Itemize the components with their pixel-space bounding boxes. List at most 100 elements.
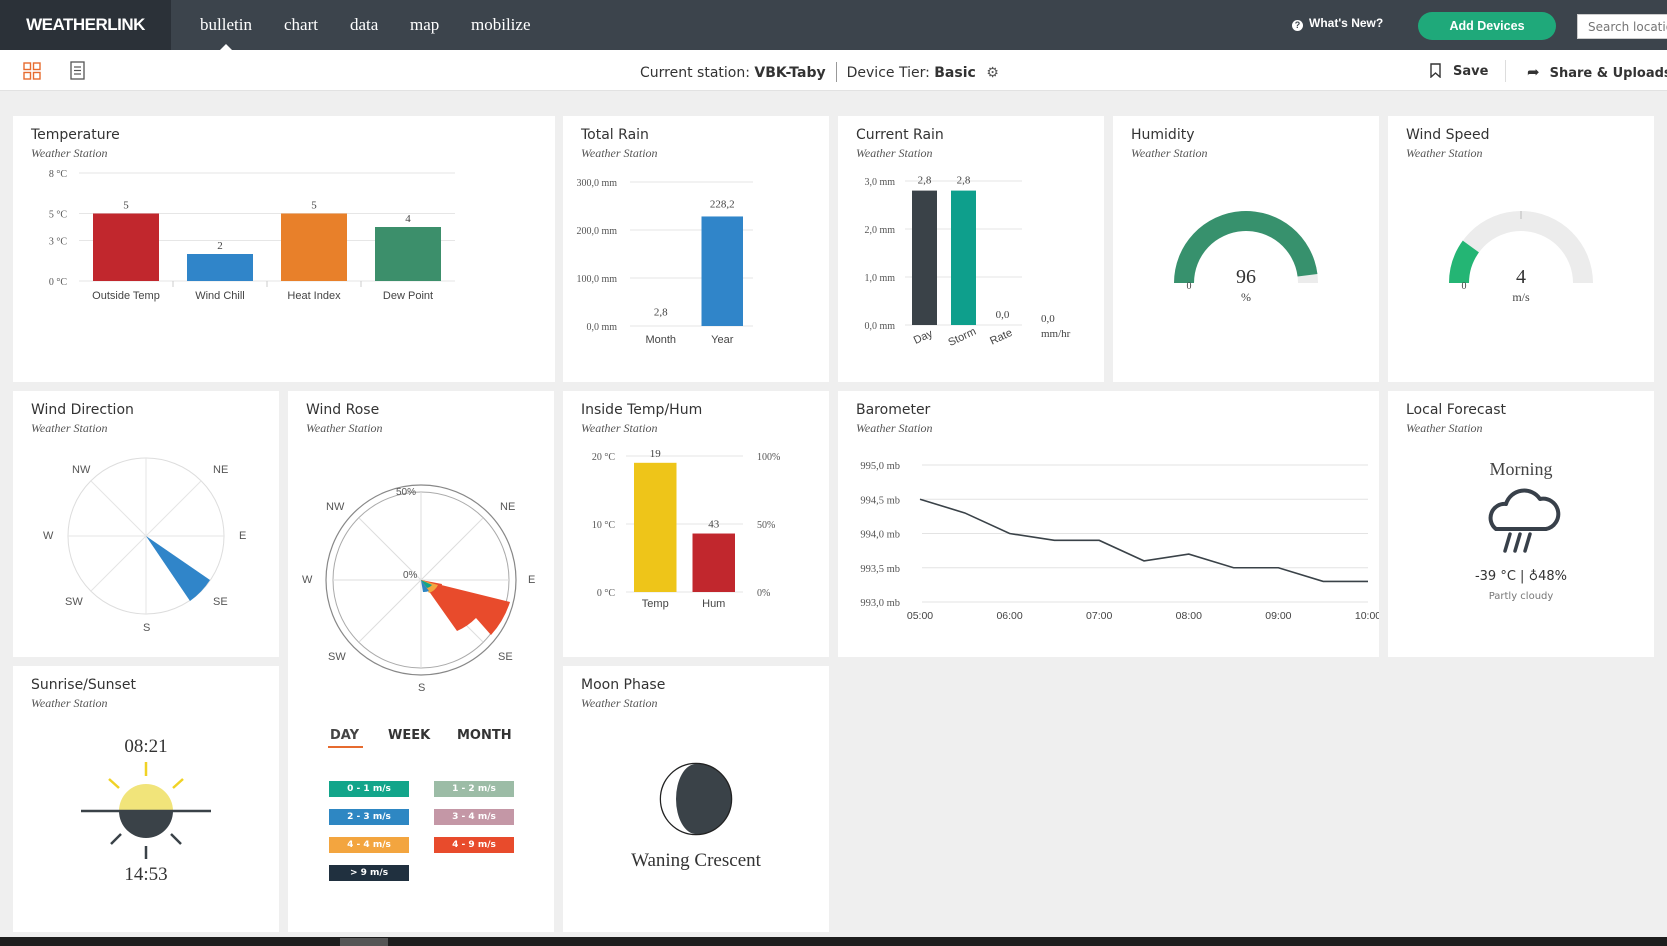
compass-label: W: [43, 530, 54, 542]
local-forecast-card[interactable]: Local Forecast Weather Station Morning -…: [1388, 391, 1654, 657]
card-title: Temperature: [31, 127, 120, 143]
gauge-min-label: 0: [1187, 281, 1192, 292]
x-tick-label: Day: [912, 327, 935, 346]
x-tick-label: 07:00: [1086, 610, 1112, 622]
legend-item[interactable]: 4 - 4 m/s: [329, 837, 409, 853]
wind-direction-card[interactable]: Wind Direction Weather Station NW NE W E…: [13, 391, 279, 657]
sunrise-sunset-card[interactable]: Sunrise/Sunset Weather Station 08:21 14:…: [13, 666, 279, 932]
rose-compass-label: E: [528, 574, 535, 586]
station-info: Current station: VBK-Taby Device Tier: Ba…: [640, 62, 999, 82]
legend-item[interactable]: 2 - 3 m/s: [329, 809, 409, 825]
bar-value-label: 19: [650, 448, 662, 460]
wind-rose-petal: [421, 580, 510, 635]
rain-cloud-icon: [1488, 488, 1561, 553]
y-tick-label-right: 50%: [757, 520, 775, 531]
tab-day[interactable]: DAY: [330, 728, 360, 743]
card-subtitle: Weather Station: [856, 421, 933, 435]
scrollbar-thumb[interactable]: [340, 938, 388, 946]
forecast-description: Partly cloudy: [1488, 591, 1554, 602]
card-title: Wind Direction: [31, 402, 134, 418]
wind-speed-card[interactable]: Wind Speed Weather Station 4 m/s 0: [1388, 116, 1654, 382]
barometer-line-chart: 993,0 mb 993,5 mb 994,0 mb 994,5 mb 995,0 mb…: [860, 461, 1379, 622]
card-subtitle: Weather Station: [581, 146, 658, 160]
bar: [187, 254, 253, 281]
nav-mobilize[interactable]: mobilize: [471, 15, 531, 34]
nav-chart[interactable]: chart: [284, 15, 318, 34]
card-subtitle: Weather Station: [856, 146, 933, 160]
x-tick-label: Wind Chill: [195, 290, 245, 302]
y-tick-label: 3,0 mm: [864, 177, 895, 188]
wind-rose-petal: [421, 580, 432, 588]
rose-compass-label: NE: [500, 501, 515, 513]
inside-temp-hum-card[interactable]: Inside Temp/Hum Weather Station 0 °C 0% 10…: [563, 391, 829, 657]
card-subtitle: Weather Station: [581, 696, 658, 710]
save-label: Save: [1453, 64, 1489, 79]
card-title: Current Rain: [856, 127, 944, 143]
current-rain-bar-chart: 0,0 mm 1,0 mm 2,0 mm 3,0 mm 2,8 Day 2,8 Storm 0,…: [864, 175, 1070, 349]
legend-item[interactable]: 0 - 1 m/s: [329, 781, 409, 797]
y-tick-label: 0,0 mm: [586, 322, 617, 333]
nav-map[interactable]: map: [410, 15, 440, 34]
ring-label: 50%: [396, 487, 416, 498]
temperature-card[interactable]: Temperature Weather Station 0 °C 3 °C 5 °C…: [13, 116, 555, 382]
x-tick-label: 10:00: [1355, 610, 1379, 622]
nav-bulletin[interactable]: bulletin: [200, 0, 252, 50]
add-devices-button[interactable]: Add Devices: [1418, 12, 1556, 40]
whats-new-link[interactable]: ? What's New?: [1292, 16, 1383, 31]
save-button[interactable]: Save: [1430, 63, 1488, 79]
bar-value-label: 228,2: [710, 198, 735, 210]
rose-compass-label: SE: [498, 651, 513, 663]
y-tick-label: 200,0 mm: [576, 226, 617, 237]
current-rain-card[interactable]: Current Rain Weather Station 0,0 mm 1,0 m…: [838, 116, 1104, 382]
divider: [1505, 60, 1506, 82]
wind-rose-card[interactable]: Wind Rose Weather Station 50% 0% NW NE W…: [288, 391, 554, 932]
humidity-gauge: 96% 0: [1174, 210, 1318, 304]
share-uploads-button[interactable]: ➦ Share & Uploads: [1527, 63, 1667, 81]
gear-icon[interactable]: ⚙: [986, 65, 999, 81]
tab-month[interactable]: MONTH: [457, 728, 512, 743]
x-tick-label: Storm: [946, 326, 978, 349]
gauge-fill: [1449, 240, 1479, 283]
y-tick-label: 994,5 mb: [860, 495, 900, 506]
card-subtitle: Weather Station: [31, 696, 108, 710]
forecast-values: -39 °C | ♁48%: [1474, 569, 1568, 584]
compass-label: SW: [65, 596, 83, 608]
ring-label: 0%: [403, 570, 418, 581]
card-title: Moon Phase: [581, 677, 666, 693]
barometer-card[interactable]: Barometer Weather Station 993,0 mb 993,5 …: [838, 391, 1379, 657]
list-view-icon[interactable]: [70, 61, 85, 80]
wind-direction-wedge: [146, 536, 210, 601]
grid-view-icon[interactable]: [23, 62, 41, 80]
humidity-card[interactable]: Humidity Weather Station 96% 0: [1113, 116, 1379, 382]
weatherlink-logo[interactable]: WEATHERLINK: [0, 0, 171, 50]
active-tab-underline: [328, 746, 363, 748]
nav-data[interactable]: data: [350, 15, 379, 34]
y-tick-label: 100,0 mm: [576, 274, 617, 285]
legend-item[interactable]: > 9 m/s: [329, 865, 409, 881]
station-bar: [0, 50, 1667, 91]
x-tick-label: Year: [711, 334, 734, 346]
temperature-bar-chart: 0 °C 3 °C 5 °C 8 °C 5 Outside Temp 2 Wind Chill…: [49, 169, 455, 302]
x-tick-label: 09:00: [1265, 610, 1291, 622]
x-tick-label: Hum: [702, 598, 725, 610]
legend-item[interactable]: 3 - 4 m/s: [434, 809, 514, 825]
legend-item[interactable]: 1 - 2 m/s: [434, 781, 514, 797]
bar-value-label: 2: [217, 240, 223, 252]
legend-item[interactable]: 4 - 9 m/s: [434, 837, 514, 853]
y-tick-label-right: 0%: [757, 588, 770, 599]
wind-rose-chart: 50% 0% NW NE W E SW SE S: [302, 484, 535, 691]
moon-phase-card[interactable]: Moon Phase Weather Station Waning Cresce…: [563, 666, 829, 932]
station-name[interactable]: VBK-Taby: [754, 65, 826, 81]
total-rain-card[interactable]: Total Rain Weather Station 0,0 mm 100,0 m…: [563, 116, 829, 382]
search-input[interactable]: [1577, 14, 1667, 39]
top-nav-bar: WEATHERLINK bulletin chart data map mobi…: [0, 0, 1667, 50]
y-tick-label: 995,0 mb: [860, 461, 900, 472]
forecast-temp: -39 °C: [1474, 569, 1516, 584]
moon-phase-label: Waning Crescent: [631, 850, 761, 871]
gauge-unit: %: [1241, 290, 1251, 304]
rose-compass-label: NW: [326, 501, 345, 513]
card-title: Total Rain: [581, 127, 649, 143]
tab-week[interactable]: WEEK: [388, 728, 431, 743]
card-subtitle: Weather Station: [581, 421, 658, 435]
horizontal-scrollbar[interactable]: [0, 937, 1667, 946]
